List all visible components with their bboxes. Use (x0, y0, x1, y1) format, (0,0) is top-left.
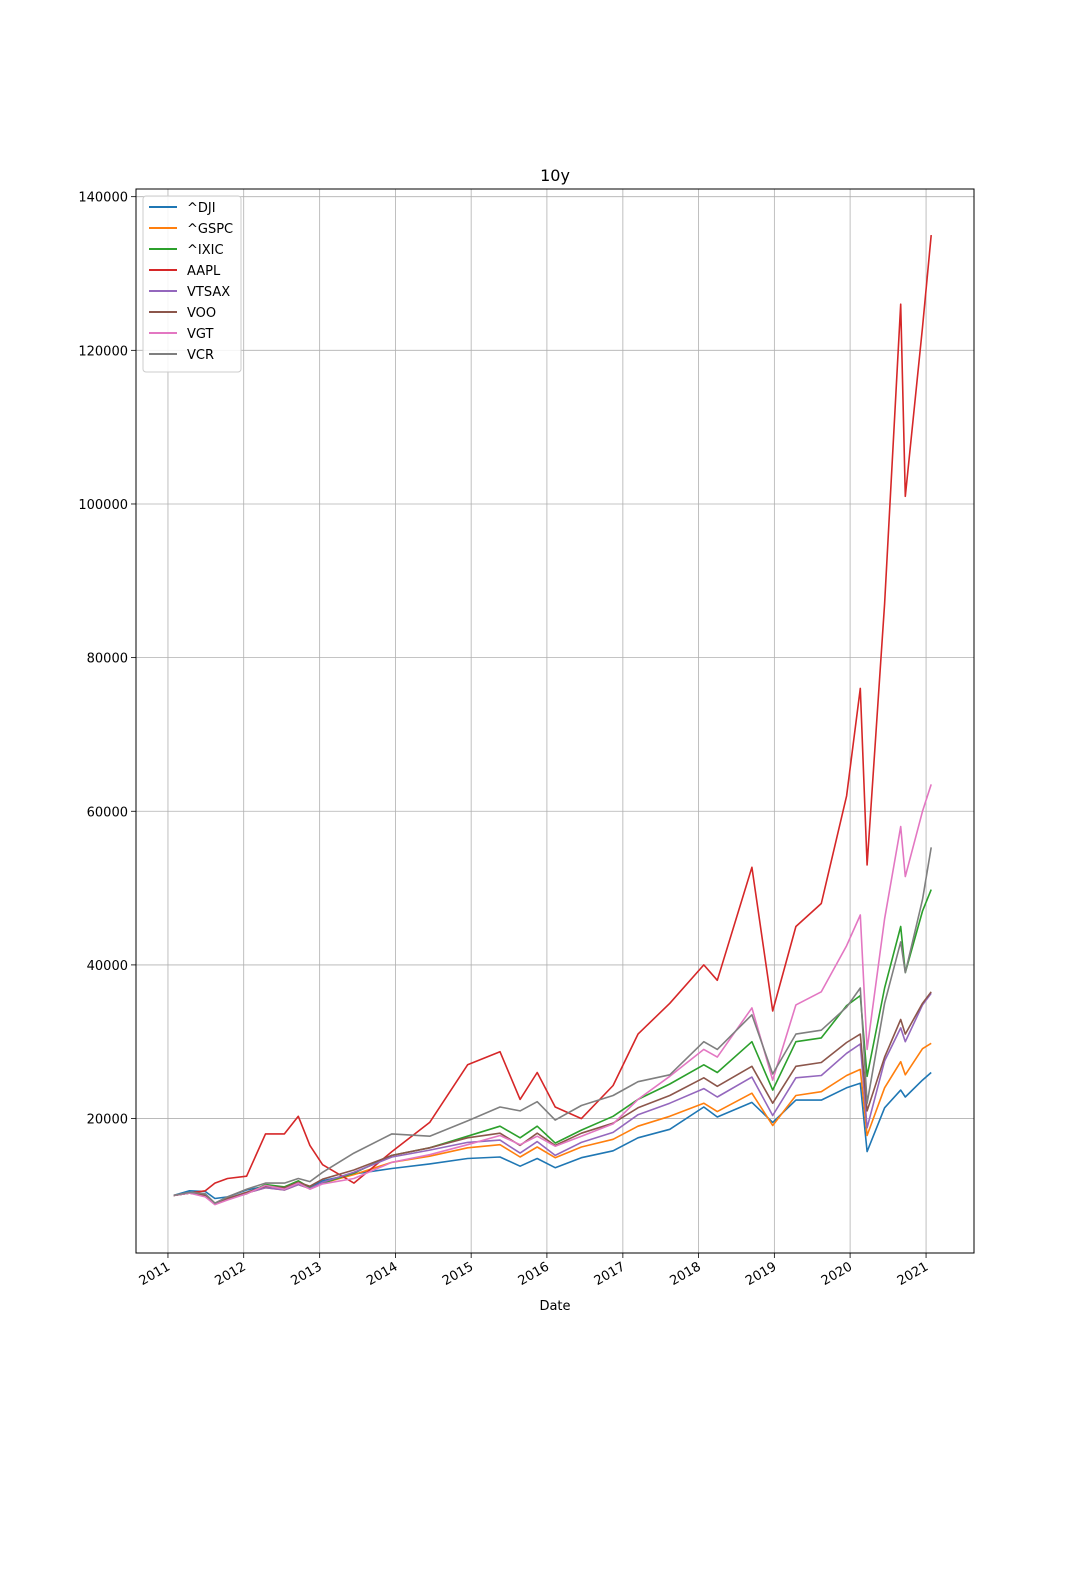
y-tick-label: 140000 (78, 191, 128, 206)
series-line-aapl (173, 235, 932, 1197)
legend-box (142, 195, 242, 373)
legend-label: ^IXIC (187, 243, 224, 258)
legend-label: VGT (187, 327, 214, 342)
legend: ^DJI ^GSPC ^IXIC AAPL VTSAX VOO VGT VCR (142, 195, 242, 373)
plot-lines (173, 235, 932, 1206)
y-tick-label: 80000 (87, 652, 128, 667)
series-line-vcr (173, 847, 932, 1204)
x-axis-label: Date (539, 1299, 570, 1314)
legend-label: VCR (187, 348, 214, 363)
y-tick-label: 20000 (87, 1113, 128, 1128)
plot-frame (135, 188, 975, 1254)
y-tick-label: 60000 (87, 805, 128, 820)
legend-label: AAPL (187, 264, 221, 279)
y-axis: 20000 40000 60000 80000 100000 120000 140000 (78, 191, 136, 1128)
chart-title: 10y (540, 166, 570, 185)
series-line-vtsax (173, 992, 932, 1205)
y-tick-label: 100000 (78, 498, 128, 513)
legend-label: VOO (187, 306, 216, 321)
legend-label: ^GSPC (187, 222, 233, 237)
grid-lines (136, 189, 974, 1253)
y-tick-label: 40000 (87, 959, 128, 974)
legend-label: ^DJI (187, 201, 216, 216)
legend-label: VTSAX (187, 285, 230, 300)
y-tick-label: 120000 (78, 344, 128, 359)
series-line-vgt (173, 784, 932, 1206)
